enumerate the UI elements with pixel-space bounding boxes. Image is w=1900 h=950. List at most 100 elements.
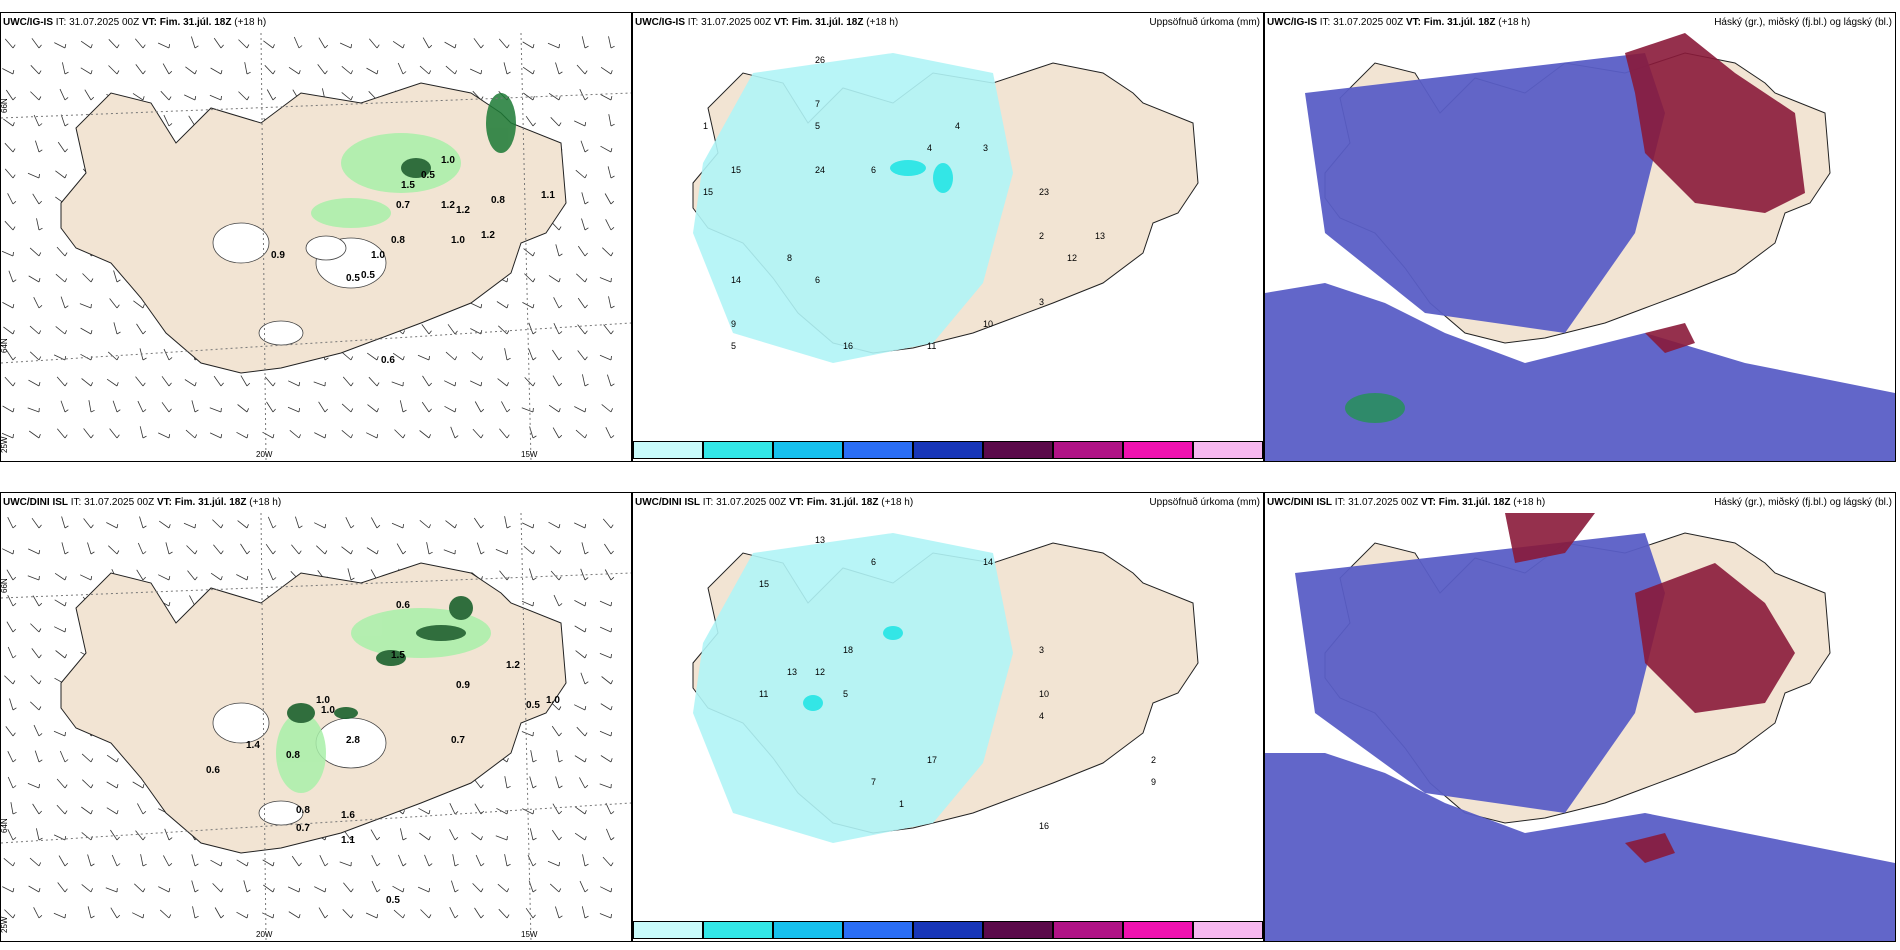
value-label: 1.6 (341, 810, 355, 821)
wind-barb-flag (142, 525, 147, 529)
wind-barb (244, 62, 248, 75)
precip-value-label: 11 (927, 341, 936, 351)
wind-barb-flag (532, 837, 537, 841)
wind-barb-flag (584, 889, 589, 893)
wind-barb-flag (532, 550, 536, 555)
wind-barb-flag (454, 435, 459, 439)
wind-barb-flag (116, 434, 120, 439)
lat-label-66n: 66N (1, 578, 9, 593)
precip-value-label: 15 (759, 579, 769, 589)
wind-barb-flag (506, 863, 511, 867)
wind-barb-flag (480, 810, 485, 815)
wind-barb-flag (558, 382, 563, 387)
wind-barb (339, 42, 352, 49)
precip-core-2 (933, 163, 953, 193)
wind-barb-flag (38, 524, 42, 529)
wind-barb (550, 545, 560, 555)
wind-barb (392, 40, 404, 49)
wind-barb-flag (38, 173, 40, 179)
value-label: 1.0 (451, 235, 465, 246)
wind-barb-flag (90, 758, 94, 763)
wind-barb (600, 755, 612, 763)
wind-barb (548, 521, 560, 529)
wind-barb-flag (168, 408, 172, 413)
wind-barb (600, 703, 612, 711)
wind-barb (191, 880, 196, 893)
panel-header: UWC/DINI ISL IT: 31.07.2025 00Z VT: Fim.… (633, 493, 1263, 513)
wind-barb-flag (272, 525, 277, 529)
wind-barb (422, 375, 430, 387)
wind-barb (341, 351, 352, 361)
wind-barb-flag (298, 525, 303, 529)
value-label: 1.0 (321, 705, 335, 716)
wind-barb (577, 324, 586, 335)
wind-barb-flag (272, 70, 276, 75)
wind-barb-flag (12, 122, 15, 127)
wind-barb (81, 832, 92, 841)
wind-barb-flag (12, 576, 17, 581)
wind-barb (135, 830, 144, 841)
wind-barb-flag (168, 837, 173, 841)
wind-barb-flag (584, 356, 588, 361)
wind-barb-flag (558, 96, 561, 101)
wind-barb-flag (558, 576, 562, 581)
wind-barb (599, 626, 612, 633)
wind-barb (81, 884, 92, 893)
wind-barb-flag (38, 123, 43, 127)
wind-barb (56, 804, 66, 815)
wind-barb (111, 854, 118, 867)
wind-barb-flag (454, 408, 457, 413)
wind-barb (109, 428, 118, 439)
wind-barb (165, 542, 170, 555)
wind-barb-flag (12, 330, 15, 335)
wind-barb (607, 374, 612, 387)
wind-barb (137, 400, 144, 413)
wind-barb (2, 548, 14, 555)
precip-value-label: 5 (843, 689, 848, 699)
precip-value-label: 23 (1039, 187, 1049, 197)
wind-barb (419, 430, 430, 439)
wind-barb (343, 882, 352, 893)
wind-barb (28, 885, 40, 893)
wind-barb (5, 726, 14, 737)
wind-barb (6, 569, 14, 581)
wind-barb-flag (12, 174, 16, 179)
wind-barb (522, 66, 534, 75)
wind-barb (60, 400, 66, 413)
wind-barb-flag (298, 70, 301, 75)
wind-barb (474, 803, 482, 815)
wind-barb (87, 542, 92, 555)
wind-barb-flag (558, 331, 563, 335)
wind-barb-flag (38, 149, 43, 153)
precip-value-label: 8 (787, 253, 792, 263)
wind-barb (59, 750, 66, 763)
wind-barb (576, 64, 586, 75)
wind-barb (80, 67, 92, 75)
wind-barb (5, 89, 14, 101)
wind-barb-flag (558, 759, 563, 763)
wind-barb (607, 166, 612, 179)
wind-barb (581, 192, 586, 205)
wind-barb-flag (532, 122, 536, 127)
wind-barb (27, 172, 40, 179)
wind-barb (57, 141, 66, 153)
precip-value-label: 6 (871, 165, 876, 175)
wind-barb (366, 67, 378, 75)
wind-barb-flag (116, 44, 120, 49)
wind-barb-flag (298, 888, 301, 893)
wind-barb (262, 859, 274, 867)
wind-barb-flag (90, 382, 93, 387)
wind-barb-flag (38, 628, 42, 633)
wind-barb-flag (64, 330, 67, 335)
wind-barb-flag (584, 97, 589, 101)
wind-barb (1, 250, 14, 257)
wind-barb-flag (142, 304, 145, 309)
precip-value-label: 9 (1151, 777, 1156, 787)
wind-barb (62, 62, 66, 75)
lon-label-20w: 20W (256, 930, 273, 939)
wind-barb (608, 36, 612, 49)
wind-barb-flag (610, 913, 612, 919)
precip-value-label: 14 (731, 275, 741, 285)
precip-value-label: 17 (927, 755, 937, 765)
wind-barb (419, 832, 430, 841)
